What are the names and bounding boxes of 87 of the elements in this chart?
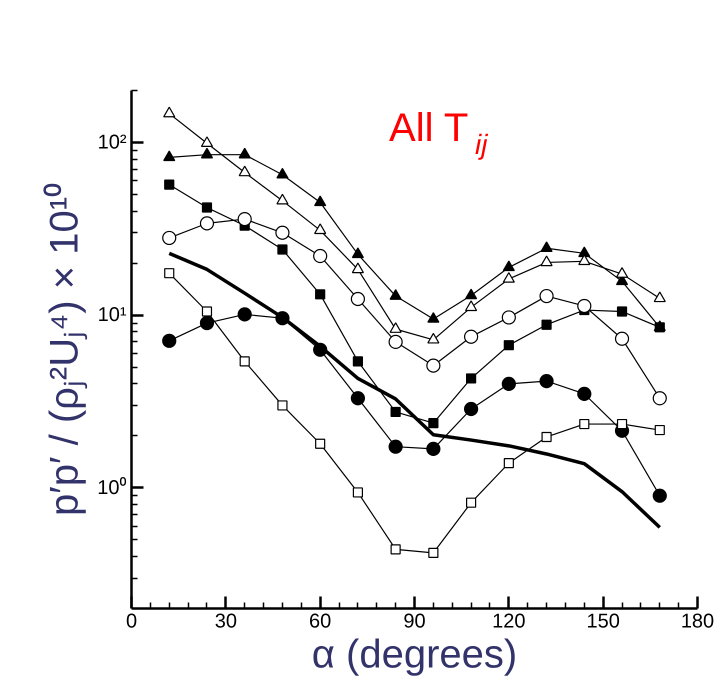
point [200,148,214,158]
x-tick-label: 150 [586,610,620,632]
point [466,373,476,384]
x-tick-label: 60 [309,610,332,632]
point [502,310,516,325]
point [465,288,478,300]
point [465,300,478,312]
point [162,334,176,348]
point [352,262,364,274]
x-tick-label: 90 [403,610,426,632]
point [504,340,514,350]
point [202,202,212,213]
point [539,374,554,388]
point [388,334,403,349]
point [277,244,288,255]
point [315,289,326,300]
point [350,391,365,406]
point [654,424,665,436]
point [654,291,666,302]
point [163,106,176,118]
point [427,312,440,323]
point [238,148,251,158]
point [390,289,402,300]
point [390,322,402,333]
point [541,432,552,442]
point [541,320,552,330]
point [238,166,251,176]
point [314,223,326,234]
point [428,418,438,428]
point [652,488,667,503]
point [277,400,288,411]
point [313,248,328,264]
point [350,292,365,306]
point [464,402,478,416]
point [540,241,553,252]
x-tick-label: 30 [214,610,237,632]
point [616,267,628,278]
point [502,376,516,391]
point [466,498,476,508]
x-tick-label: 120 [492,610,526,632]
point [390,544,401,554]
x-tick-label: 180 [680,610,714,632]
point [539,288,554,304]
point [275,226,290,240]
point [200,216,214,230]
point [616,418,628,430]
point [502,272,515,283]
point [240,356,250,366]
point [352,247,364,258]
point [202,306,212,317]
point [578,246,590,258]
point [579,418,590,430]
point [614,332,630,346]
point [315,438,326,449]
point [652,391,667,406]
point [427,332,440,344]
point [163,150,176,162]
y-axis-title: p′p′ / (ρⱼ²Uⱼ⁴) × 10¹⁰ [42,182,88,516]
point [390,406,401,418]
point [464,330,478,344]
point [352,487,363,498]
x-axis-title: α (degrees) [312,632,518,676]
x-tick-label: 0 [126,610,138,632]
point [164,180,174,190]
point [200,136,214,148]
point [428,548,438,558]
y-tick-label: 10¹ [98,304,127,326]
point [238,212,252,226]
point [577,386,592,401]
point [162,230,176,246]
y-tick-label: 10⁰ [97,476,127,499]
point [540,255,553,266]
point [426,358,440,373]
point [388,440,403,454]
point [276,194,289,204]
point [238,307,252,322]
point [314,195,326,206]
point [616,306,628,317]
y-tick-label: 10² [98,131,127,154]
point [200,316,214,330]
point [502,260,515,272]
point [577,298,592,314]
point [426,442,440,456]
point [352,356,363,366]
point [164,268,174,278]
point [504,458,514,468]
point [276,168,289,179]
